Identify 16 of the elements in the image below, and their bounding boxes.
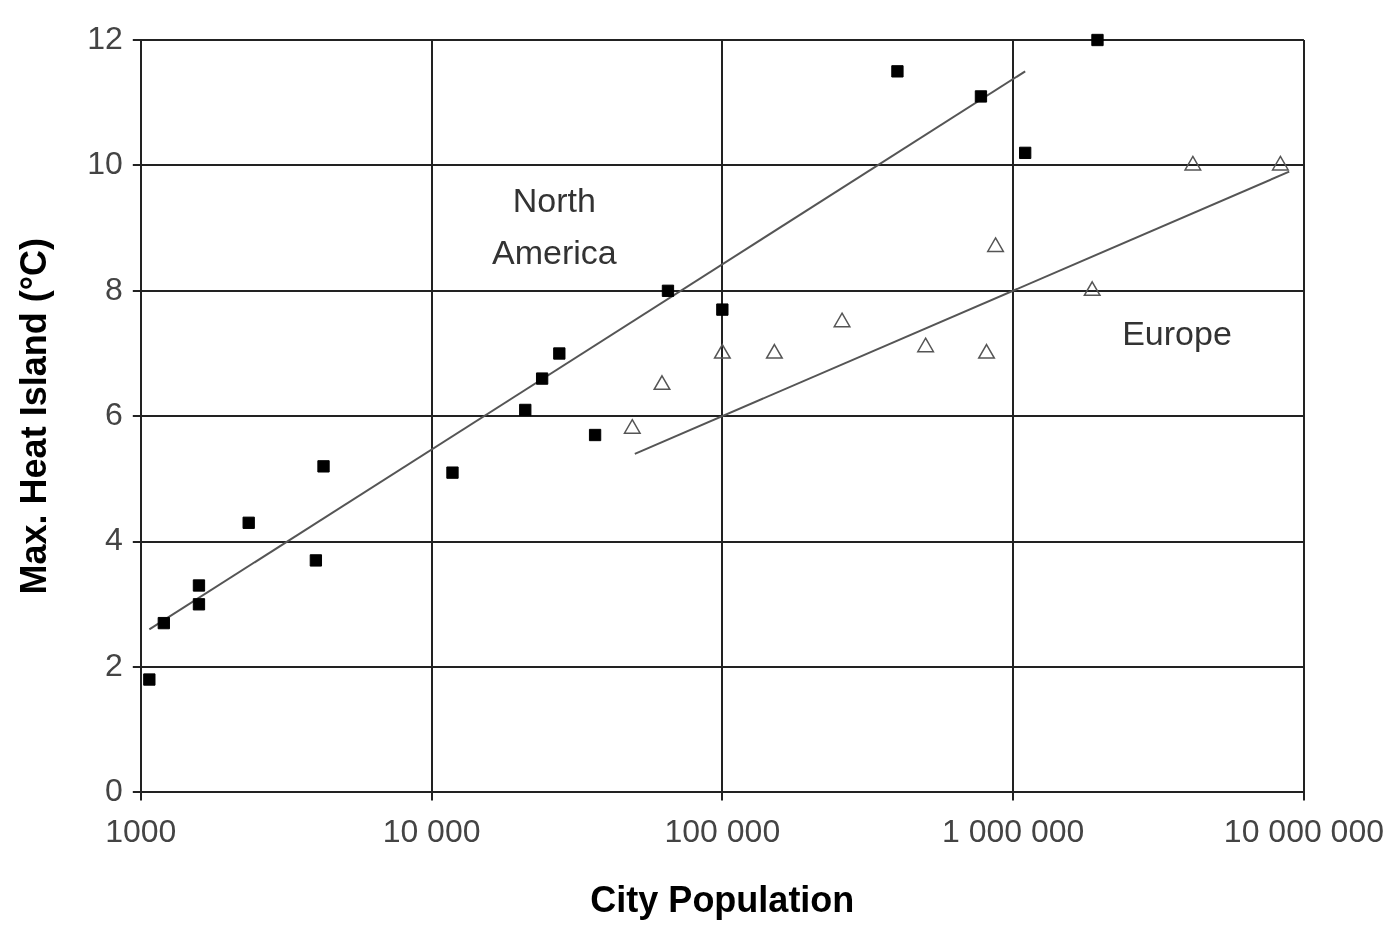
x-tick-label: 10 000 000: [1223, 813, 1384, 850]
x-tick-label: 10 000: [382, 813, 481, 850]
y-tick-label: 8: [105, 270, 123, 307]
y-tick-label: 2: [105, 646, 123, 683]
x-tick-label: 1000: [105, 813, 177, 850]
y-tick-label: 4: [105, 521, 123, 558]
series-label: Europe: [1122, 314, 1232, 353]
y-axis-title: Max. Heat Island (°C): [12, 237, 54, 595]
x-tick-label: 1 000 000: [941, 813, 1085, 850]
y-tick-label: 10: [87, 145, 123, 182]
y-tick-label: 6: [105, 396, 123, 433]
x-tick-label: 100 000: [664, 813, 781, 850]
y-tick-label: 0: [105, 772, 123, 809]
series-label: North America: [491, 180, 617, 271]
y-tick-label: 12: [87, 19, 123, 56]
x-axis-title: City Population: [590, 879, 855, 921]
